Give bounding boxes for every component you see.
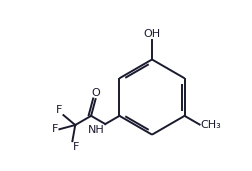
Text: O: O (91, 88, 100, 98)
Text: F: F (73, 142, 79, 152)
Text: NH: NH (87, 125, 104, 135)
Text: CH₃: CH₃ (201, 120, 221, 129)
Text: F: F (56, 105, 63, 115)
Text: F: F (52, 124, 59, 134)
Text: OH: OH (143, 29, 161, 40)
